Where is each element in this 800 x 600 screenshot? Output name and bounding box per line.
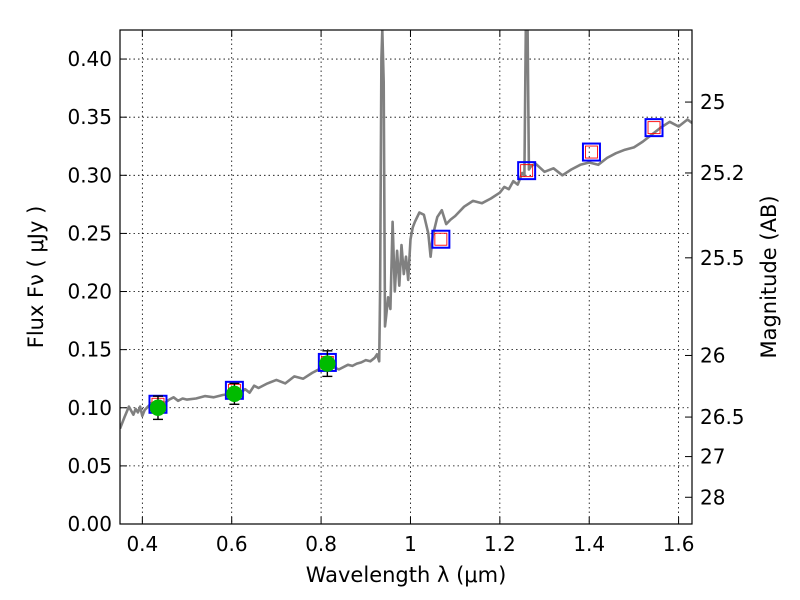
model-photometry-inner-square — [647, 121, 661, 135]
y-tick-label: 0.15 — [67, 338, 112, 362]
plot-layer — [120, 30, 692, 430]
model-photometry-square — [517, 161, 537, 181]
y2-tick-label: 28 — [700, 485, 725, 509]
x-axis-label: Wavelength λ (μm) — [306, 563, 507, 587]
observed-point — [226, 385, 243, 403]
y-axis-label: Flux Fν ( μJy ) — [24, 206, 48, 349]
y2-axis-label: Magnitude (AB) — [757, 195, 781, 358]
model-spectrum-line — [120, 30, 692, 430]
observed-point — [149, 399, 167, 417]
x-tick-label: 1 — [404, 532, 417, 556]
y-tick-label: 0.25 — [67, 221, 112, 245]
model-photometry-inner-square — [520, 164, 534, 178]
y-tick-label: 0.20 — [67, 280, 112, 304]
tick-layer: 0.4 0.6 0.8 1 1.2 1.4 1.6 0.00 0.05 0.10 0.15 0.20 0… — [67, 30, 745, 556]
x-tick-label: 1.4 — [573, 532, 605, 556]
grid-layer — [120, 30, 692, 524]
x-tick-label: 0.4 — [126, 532, 158, 556]
model-photometry-square — [644, 118, 664, 138]
x-tick-label: 0.8 — [305, 532, 337, 556]
y2-tick-label: 25 — [700, 90, 725, 114]
y-tick-label: 0.05 — [67, 454, 112, 478]
y2-tick-label: 25.2 — [700, 161, 745, 185]
observed-point — [319, 355, 336, 372]
model-photometry-square — [581, 142, 601, 162]
y-tick-label: 0.00 — [67, 512, 112, 536]
y2-tick-label: 26.5 — [700, 405, 745, 429]
y2-tick-label: 26 — [700, 343, 725, 367]
model-photometry-square — [431, 229, 451, 249]
x-tick-label: 1.6 — [663, 532, 695, 556]
x-tick-label: 1.2 — [484, 532, 516, 556]
x-tick-label: 0.6 — [216, 532, 248, 556]
y-tick-label: 0.35 — [67, 105, 112, 129]
y-tick-label: 0.40 — [67, 47, 112, 71]
y2-tick-label: 27 — [700, 445, 725, 469]
y-tick-label: 0.30 — [67, 163, 112, 187]
plot-frame — [119, 29, 693, 525]
model-photometry-inner-square — [585, 145, 598, 159]
y-tick-label: 0.10 — [67, 396, 112, 420]
y2-tick-label: 25.5 — [700, 246, 745, 270]
model-photometry-inner-square — [434, 232, 448, 246]
